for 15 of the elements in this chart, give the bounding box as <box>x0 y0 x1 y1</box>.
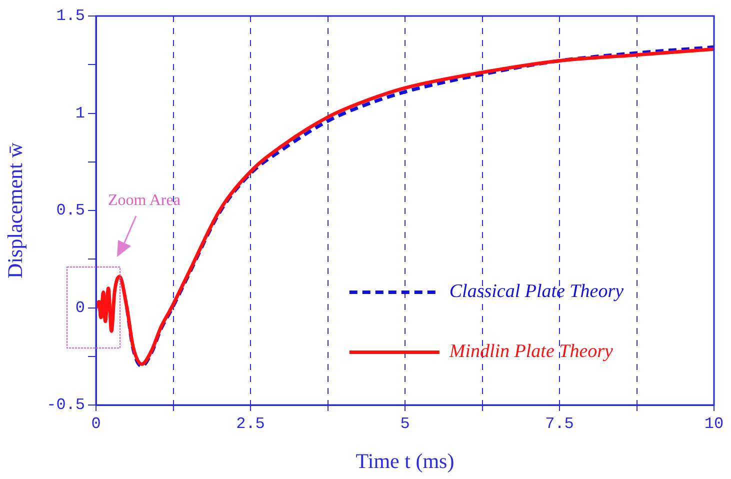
y-tick-label: 1.5 <box>56 7 85 26</box>
y-tick-label: -0.5 <box>46 396 85 414</box>
x-tick-label: 0 <box>91 414 101 433</box>
y-tick-label: 1 <box>75 104 85 122</box>
legend-label: Classical Plate Theory <box>449 281 624 302</box>
legend-label: Mindlin Plate Theory <box>448 341 614 362</box>
y-tick-label: 0 <box>75 298 85 317</box>
y-axis-title: Displacement w̄ <box>3 142 28 278</box>
annotation: Zoom Area <box>108 192 180 210</box>
x-tick-label: 7.5 <box>545 414 574 433</box>
x-tick-label: 10 <box>704 414 724 433</box>
x-tick-label: 5 <box>400 414 410 433</box>
x-tick-label: 2.5 <box>236 414 265 433</box>
y-tick-label: 0.5 <box>56 202 85 220</box>
x-axis-title: Time t (ms) <box>356 448 454 473</box>
